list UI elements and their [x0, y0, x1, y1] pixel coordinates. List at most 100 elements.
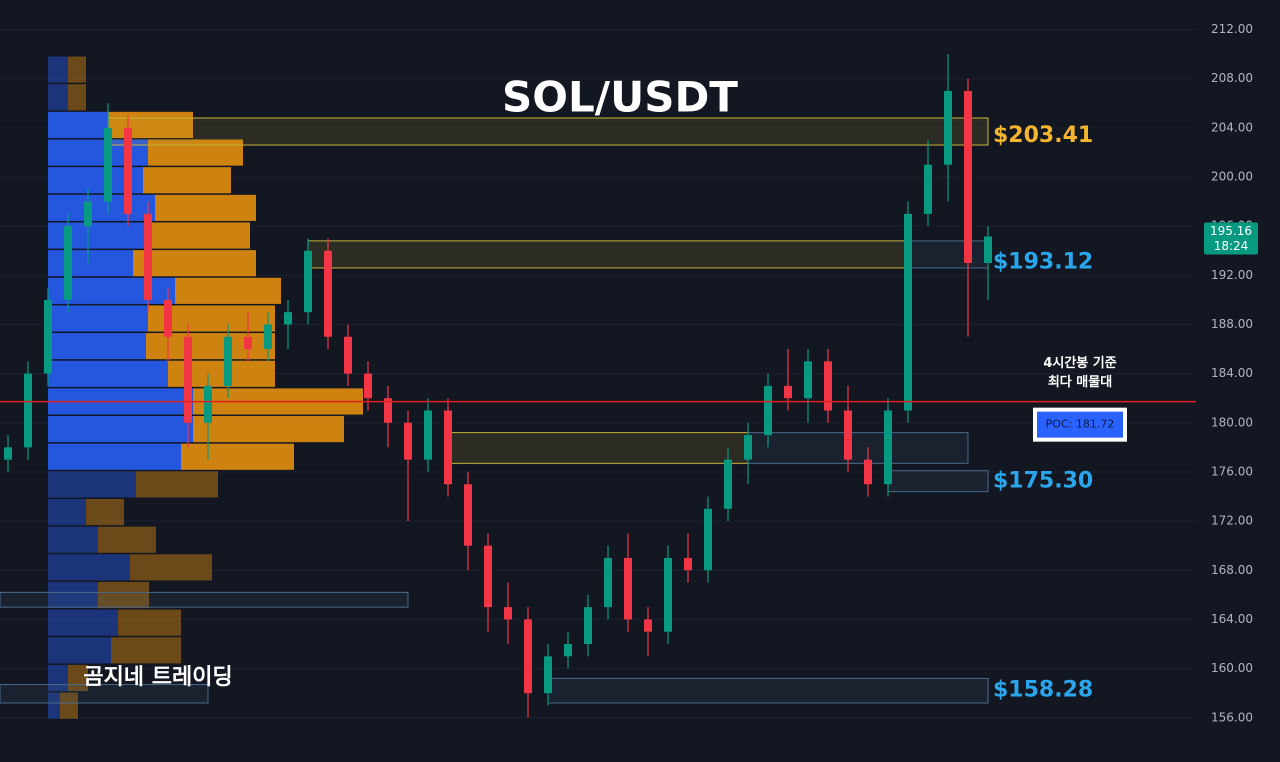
y-tick-label: 180.00 — [1211, 415, 1253, 429]
profile-buy-bar — [48, 416, 193, 443]
profile-buy-bar — [48, 609, 118, 636]
watermark: 곰지네 트레이딩 — [83, 665, 232, 690]
y-tick-label: 212.00 — [1211, 22, 1253, 36]
candle-body — [184, 336, 192, 423]
candle-body — [224, 336, 232, 386]
candle-body — [704, 508, 712, 571]
candle-body — [524, 619, 532, 694]
candle-body — [24, 373, 32, 448]
profile-sell-bar — [155, 194, 256, 221]
candle-body — [104, 127, 112, 202]
candle-body — [124, 127, 132, 214]
profile-buy-bar — [48, 637, 111, 664]
candle-body — [824, 361, 832, 411]
candle-body — [964, 90, 972, 264]
profile-buy-bar — [48, 554, 130, 581]
candle-body — [924, 164, 932, 214]
profile-sell-bar — [148, 139, 243, 166]
profile-buy-bar — [48, 498, 86, 526]
profile-buy-bar — [48, 471, 136, 498]
candle-body — [464, 484, 472, 546]
candle-body — [344, 336, 352, 374]
profile-sell-bar — [133, 250, 256, 277]
zone — [307, 240, 909, 269]
y-tick-label: 184.00 — [1211, 366, 1253, 380]
candle-body — [264, 324, 272, 350]
y-tick-label: 172.00 — [1211, 514, 1253, 528]
candle-body — [764, 385, 772, 436]
candle-body — [84, 201, 92, 227]
level-label: $193.12 — [993, 250, 1093, 275]
candle-body — [664, 557, 672, 632]
profile-sell-bar — [86, 498, 124, 526]
profile-buy-bar — [48, 56, 68, 83]
profile-buy-bar — [48, 194, 155, 221]
candle-body — [424, 410, 432, 460]
poc-box-inner — [1037, 411, 1123, 438]
candle-body — [164, 299, 172, 337]
zone — [107, 117, 989, 146]
candle-body — [844, 410, 852, 460]
profile-buy-bar — [48, 443, 181, 470]
poc-note: 4시간봉 기준 — [1043, 355, 1116, 371]
candle-body — [584, 607, 592, 645]
profile-sell-bar — [146, 333, 275, 360]
candle-body — [724, 459, 732, 509]
profile-buy-bar — [48, 333, 146, 360]
profile-sell-bar — [181, 443, 294, 470]
profile-sell-bar — [136, 471, 218, 498]
candle-body — [604, 557, 612, 608]
profile-sell-bar — [148, 222, 250, 249]
candle-body — [404, 422, 412, 460]
candle-body — [444, 410, 452, 485]
candle-body — [644, 619, 652, 632]
y-tick-label: 156.00 — [1211, 710, 1253, 724]
profile-buy-bar — [48, 692, 60, 719]
profile-sell-bar — [118, 609, 181, 636]
candle-body — [804, 361, 812, 399]
candle-body — [984, 236, 992, 264]
candle-body — [44, 299, 52, 374]
zone — [447, 432, 749, 464]
y-tick-label: 188.00 — [1211, 317, 1253, 331]
candle-body — [624, 557, 632, 620]
candle-body — [244, 336, 252, 350]
profile-buy-bar — [48, 84, 68, 111]
poc-label: POC: 181.72 — [1046, 418, 1115, 431]
profile-buy-bar — [48, 581, 98, 609]
profile-buy-bar — [48, 305, 148, 332]
y-tick-label: 164.00 — [1211, 612, 1253, 626]
y-tick-label: 176.00 — [1211, 464, 1253, 478]
profile-sell-bar — [111, 637, 181, 664]
profile-buy-bar — [48, 526, 98, 553]
candle-body — [864, 459, 872, 485]
zone — [0, 684, 209, 704]
candle-body — [64, 226, 72, 300]
profile-sell-bar — [68, 84, 86, 111]
y-tick-label: 200.00 — [1211, 169, 1253, 183]
profile-sell-bar — [98, 581, 149, 609]
poc-note: 최다 매물대 — [1048, 374, 1112, 390]
zone — [747, 432, 969, 464]
candle-body — [204, 385, 212, 423]
y-tick-label: 160.00 — [1211, 661, 1253, 675]
profile-sell-bar — [98, 526, 156, 553]
candle-body — [484, 545, 492, 608]
candle-body — [144, 213, 152, 300]
candle-body — [684, 557, 692, 571]
candle-body — [4, 447, 12, 460]
zone — [547, 677, 989, 704]
y-tick-label: 192.00 — [1211, 268, 1253, 282]
profile-sell-bar — [143, 167, 231, 194]
candle-body — [944, 90, 952, 165]
profile-buy-bar — [48, 250, 133, 277]
candle-body — [564, 644, 572, 657]
profile-sell-bar — [193, 416, 344, 443]
candle-body — [284, 312, 292, 325]
profile-sell-bar — [60, 692, 78, 719]
last-price-label: 195.16 — [1210, 224, 1252, 238]
zone — [887, 470, 989, 493]
profile-buy-bar — [48, 111, 108, 138]
last-price-tag — [1204, 222, 1258, 255]
